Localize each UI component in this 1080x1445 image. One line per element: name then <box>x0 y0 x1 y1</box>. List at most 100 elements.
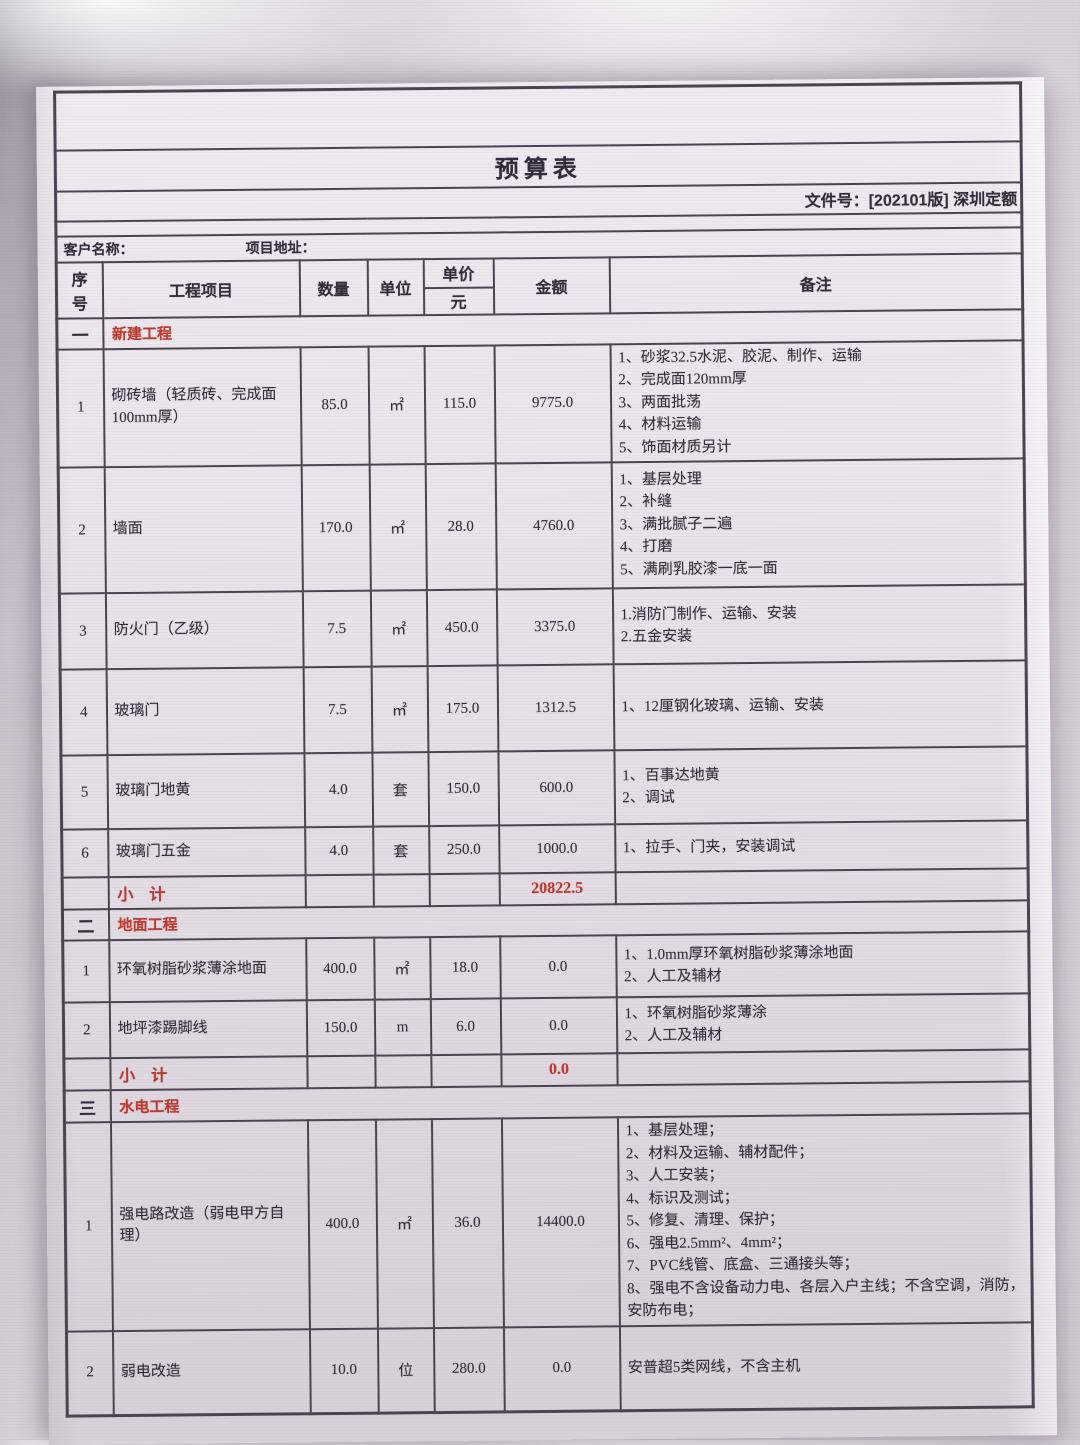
cell-price: 115.0 <box>424 344 496 465</box>
cell-notes: 安普超5类网线，不含主机 <box>619 1321 1034 1411</box>
table-row: 2 墙面 170.0 ㎡ 28.0 4760.0 1、基层处理 2、补缝 3、满… <box>58 458 1026 594</box>
cell-no: 2 <box>58 467 106 594</box>
column-header-row: 序号 工程项目 数量 单位 单价 元 金额 备注 <box>56 252 1023 319</box>
cell-amount: 14400.0 <box>501 1117 620 1327</box>
section-index: 二 <box>62 909 109 941</box>
cell-price: 150.0 <box>427 751 499 827</box>
col-header-price-unit: 元 <box>450 294 467 312</box>
subtotal-label: 小 计 <box>108 875 306 910</box>
cell-amount: 9775.0 <box>494 343 612 464</box>
cell-item: 砌砖墙（轻质砖、完成面100mm厚） <box>103 346 302 468</box>
cell-qty: 85.0 <box>300 346 370 466</box>
cell-no: 4 <box>60 669 107 756</box>
cell-price: 18.0 <box>429 936 501 1000</box>
table-row: 1 强电路改造（弱电甲方自理） 400.0 ㎡ 36.0 14400.0 1、基… <box>64 1113 1033 1332</box>
cell-qty: 4.0 <box>304 826 374 876</box>
cell-item: 墙面 <box>104 465 303 594</box>
table-row: 5 玻璃门地黄 4.0 套 150.0 600.0 1、百事达地黄 2、调试 <box>60 746 1028 830</box>
cell-no: 2 <box>66 1330 114 1417</box>
section-index: 一 <box>56 317 104 350</box>
cell-no: 1 <box>64 1122 113 1332</box>
cell-no <box>63 1058 111 1091</box>
cell-unit: ㎡ <box>369 464 427 591</box>
cell-amount: 3375.0 <box>496 588 614 666</box>
table-row: 2 弱电改造 10.0 位 280.0 0.0 安普超5类网线，不含主机 <box>66 1321 1034 1417</box>
blank-row <box>54 82 1022 151</box>
cell-item: 玻璃门五金 <box>107 827 306 878</box>
cell-notes <box>615 868 1029 905</box>
client-name-label: 客户名称： <box>63 240 134 258</box>
cell-notes: 1、12厘钢化玻璃、运输、安装 <box>613 660 1027 751</box>
cell-unit: ㎡ <box>375 1119 434 1329</box>
table-row: 2 地坪漆踢脚线 150.0 m 6.0 0.0 1、环氧树脂砂浆薄涂 2、人工… <box>63 993 1030 1059</box>
cell-amount: 0.0 <box>503 1325 621 1412</box>
col-header-notes: 备注 <box>609 252 1023 313</box>
cell-unit <box>374 1055 432 1088</box>
col-header-price: 单价 元 <box>423 257 494 315</box>
cell-no: 1 <box>62 940 110 1003</box>
cell-item: 地坪漆踢脚线 <box>109 1000 307 1059</box>
cell-qty <box>306 1055 376 1089</box>
cell-amount: 1312.5 <box>497 664 614 752</box>
project-address-label: 项目地址： <box>245 238 316 256</box>
cell-qty <box>305 874 374 908</box>
section-index: 三 <box>64 1090 111 1123</box>
cell-qty: 10.0 <box>309 1328 379 1414</box>
cell-item: 环氧树脂砂浆薄涂地面 <box>108 938 307 1003</box>
cell-qty: 4.0 <box>303 752 373 828</box>
cell-unit: 套 <box>372 826 430 875</box>
cell-item: 弱电改造 <box>112 1328 311 1416</box>
cell-price: 36.0 <box>431 1118 504 1328</box>
cell-price <box>429 873 500 907</box>
cell-amount: 0.0 <box>500 997 617 1055</box>
cell-notes: 1、百事达地黄 2、调试 <box>613 746 1028 825</box>
cell-notes: 1、基层处理； 2、材料及运输、辅材配件； 3、人工安装； 4、标识及测试； 5… <box>617 1113 1033 1326</box>
table-row: 1 砌砖墙（轻质砖、完成面100mm厚） 85.0 ㎡ 115.0 9775.0… <box>57 339 1025 468</box>
cell-price: 28.0 <box>425 463 497 591</box>
cell-price: 250.0 <box>428 825 500 875</box>
cell-notes: 1.消防门制作、运输、安装 2.五金安装 <box>612 584 1027 665</box>
cell-no: 2 <box>63 1002 110 1059</box>
cell-qty: 7.5 <box>302 590 372 668</box>
cell-unit: m <box>374 999 431 1056</box>
col-header-qty: 数量 <box>299 259 368 316</box>
cell-no: 6 <box>61 829 109 878</box>
cell-item: 防火门（乙级） <box>105 591 304 670</box>
cell-notes: 1、1.0mm厚环氧树脂砂浆薄涂地面 2、人工及辅材 <box>615 931 1030 998</box>
cell-amount: 4760.0 <box>495 462 613 590</box>
cell-notes <box>616 1049 1031 1086</box>
cell-item: 强电路改造（弱电甲方自理） <box>110 1120 310 1331</box>
cell-unit: ㎡ <box>371 666 428 753</box>
table-row: 3 防火门（乙级） 7.5 ㎡ 450.0 3375.0 1.消防门制作、运输、… <box>59 584 1027 670</box>
cell-notes: 1、基层处理 2、补缝 3、满批腻子二遍 4、打磨 5、满刷乳胶漆一底一面 <box>611 458 1026 589</box>
table-row: 4 玻璃门 7.5 ㎡ 175.0 1312.5 1、12厘钢化玻璃、运输、安装 <box>60 660 1027 756</box>
cell-no: 3 <box>59 593 107 670</box>
col-header-item: 工程项目 <box>102 259 300 318</box>
cell-price <box>430 1054 502 1088</box>
cell-notes: 1、砂浆32.5水泥、胶泥、制作、运输 2、完成面120mm厚 3、两面批荡 4… <box>610 339 1025 463</box>
cell-price: 450.0 <box>426 589 498 667</box>
col-header-unit: 单位 <box>367 258 424 316</box>
cell-no <box>62 877 109 910</box>
cell-qty: 7.5 <box>303 666 372 754</box>
cell-qty: 150.0 <box>306 999 375 1057</box>
cell-unit: ㎡ <box>373 937 431 1000</box>
cell-no: 1 <box>57 348 105 468</box>
table-row: 1 环氧树脂砂浆薄涂地面 400.0 ㎡ 18.0 0.0 1、1.0mm厚环氧… <box>62 931 1030 1003</box>
cell-price: 175.0 <box>427 665 498 753</box>
subtotal-amount: 20822.5 <box>499 872 616 906</box>
budget-document-paper: 预算表 文件号：[202101版] 深圳定额 客户名称： 项目地址： 序号 工程项… <box>36 77 1058 1445</box>
subtotal-label: 小 计 <box>109 1056 308 1091</box>
cell-qty: 170.0 <box>301 464 371 592</box>
cell-price: 280.0 <box>433 1326 505 1413</box>
cell-amount: 0.0 <box>499 935 617 999</box>
cell-price: 6.0 <box>430 998 501 1056</box>
cell-unit <box>373 874 430 907</box>
cell-unit: ㎡ <box>368 345 426 465</box>
cell-notes: 1、环氧树脂砂浆薄涂 2、人工及辅材 <box>616 993 1030 1054</box>
cell-unit: ㎡ <box>370 590 428 667</box>
budget-table: 预算表 文件号：[202101版] 深圳定额 客户名称： 项目地址： 序号 工程项… <box>53 81 1035 1418</box>
subtotal-amount: 0.0 <box>500 1053 618 1087</box>
cell-notes: 1、拉手、门夹，安装调试 <box>614 820 1029 873</box>
cell-item: 玻璃门地黄 <box>106 753 305 830</box>
